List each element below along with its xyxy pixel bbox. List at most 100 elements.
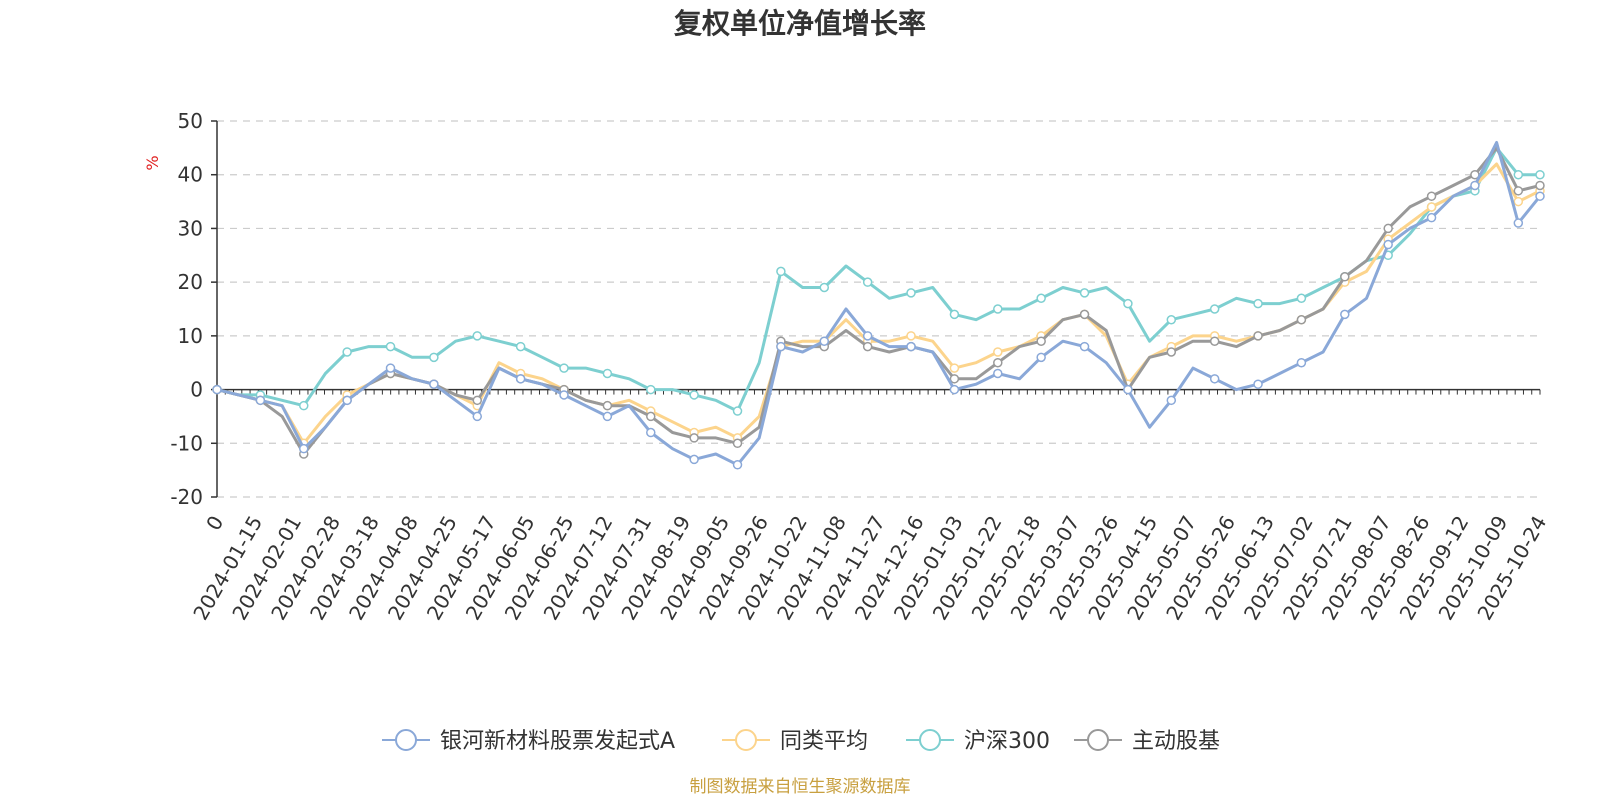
data-point[interactable] [1426, 191, 1437, 201]
data-point[interactable] [1253, 298, 1263, 309]
data-point[interactable] [776, 266, 786, 277]
data-point[interactable] [862, 277, 873, 287]
series-line[interactable] [216, 162, 1541, 445]
series-line[interactable] [216, 141, 1542, 467]
data-point[interactable] [602, 400, 613, 411]
legend-label[interactable]: 主动股基 [1132, 729, 1220, 754]
data-point[interactable] [862, 341, 873, 352]
data-point[interactable] [1036, 336, 1046, 346]
data-point[interactable] [689, 390, 699, 400]
data-point[interactable] [1166, 314, 1177, 325]
data-point[interactable] [1513, 218, 1524, 228]
data-point[interactable] [1036, 293, 1046, 304]
data-point[interactable] [342, 347, 352, 357]
legend-label[interactable]: 同类平均 [780, 729, 868, 754]
data-point[interactable] [1513, 186, 1524, 196]
data-point[interactable] [906, 341, 916, 352]
data-point[interactable] [1253, 379, 1263, 389]
data-point[interactable] [1340, 309, 1350, 320]
data-point[interactable] [1535, 169, 1545, 180]
y-tick-label: -20 [170, 485, 203, 509]
data-point[interactable] [1166, 395, 1177, 406]
data-point[interactable] [1296, 357, 1307, 368]
data-point[interactable] [472, 331, 483, 341]
data-point[interactable] [819, 336, 830, 346]
data-point[interactable] [299, 443, 309, 454]
series-line[interactable] [216, 146, 1541, 456]
legend-marker[interactable] [735, 729, 757, 751]
data-point[interactable] [602, 368, 613, 379]
data-point[interactable] [949, 309, 960, 320]
data-point[interactable] [602, 411, 613, 422]
data-point[interactable] [1426, 202, 1437, 212]
data-point[interactable] [1296, 314, 1307, 325]
data-point[interactable] [732, 460, 743, 470]
data-point[interactable] [429, 352, 439, 363]
data-point[interactable] [646, 411, 656, 422]
data-point[interactable] [342, 395, 352, 406]
data-point[interactable] [1383, 223, 1393, 234]
y-tick-label: -10 [170, 431, 203, 455]
legend-marker[interactable] [395, 729, 417, 751]
data-point[interactable] [906, 288, 916, 298]
data-point[interactable] [559, 390, 569, 400]
legend[interactable]: 银河新材料股票发起式A 同类平均 沪深300 主动股基 [382, 729, 1220, 754]
data-point[interactable] [1123, 384, 1133, 395]
data-point[interactable] [646, 384, 656, 395]
data-point[interactable] [429, 379, 439, 389]
legend-marker[interactable] [919, 729, 941, 751]
data-point[interactable] [472, 411, 483, 422]
data-point[interactable] [1209, 374, 1220, 384]
data-point[interactable] [906, 331, 916, 341]
data-point[interactable] [1340, 272, 1350, 282]
data-point[interactable] [559, 363, 569, 373]
data-point[interactable] [949, 363, 960, 373]
data-point[interactable] [1535, 180, 1545, 191]
data-point[interactable] [1535, 191, 1545, 201]
data-point[interactable] [1470, 180, 1480, 191]
data-point[interactable] [646, 427, 656, 438]
data-point[interactable] [1513, 169, 1524, 180]
data-point[interactable] [1079, 341, 1090, 352]
data-point[interactable] [1079, 288, 1090, 298]
data-point[interactable] [1166, 347, 1177, 357]
data-point[interactable] [299, 400, 309, 411]
data-point[interactable] [1296, 293, 1307, 304]
y-tick-label: 50 [178, 109, 203, 133]
data-point[interactable] [385, 363, 396, 373]
data-point[interactable] [993, 357, 1003, 368]
data-point[interactable] [212, 384, 222, 395]
legend-label[interactable]: 银河新材料股票发起式A [440, 729, 675, 754]
data-point[interactable] [689, 454, 699, 465]
series-lines[interactable] [212, 141, 1545, 470]
data-point[interactable] [776, 341, 786, 352]
data-point[interactable] [1383, 239, 1393, 250]
data-point[interactable] [993, 304, 1003, 314]
data-point[interactable] [1209, 304, 1220, 314]
data-point[interactable] [1079, 309, 1090, 320]
data-point[interactable] [515, 374, 526, 384]
data-point[interactable] [862, 331, 873, 341]
data-point[interactable] [1513, 196, 1524, 207]
data-point[interactable] [1209, 336, 1220, 346]
data-point[interactable] [1036, 352, 1046, 363]
data-point[interactable] [732, 406, 743, 416]
data-point[interactable] [1253, 331, 1263, 341]
data-point[interactable] [732, 438, 743, 449]
legend-marker[interactable] [1087, 729, 1109, 751]
data-point[interactable] [472, 395, 483, 406]
axes: -20-100102030405002024-01-152024-02-0120… [170, 109, 1551, 624]
data-point[interactable] [993, 368, 1003, 379]
data-point[interactable] [949, 384, 960, 395]
data-point[interactable] [1426, 212, 1437, 223]
data-point[interactable] [1123, 298, 1133, 309]
data-point[interactable] [993, 347, 1003, 357]
data-point[interactable] [949, 374, 960, 384]
data-point[interactable] [689, 433, 699, 443]
data-point[interactable] [515, 341, 526, 352]
data-point[interactable] [385, 341, 396, 352]
data-point[interactable] [819, 282, 830, 293]
legend-label[interactable]: 沪深300 [964, 729, 1050, 754]
data-point[interactable] [255, 395, 266, 406]
chart-title: 复权单位净值增长率 [674, 7, 926, 40]
